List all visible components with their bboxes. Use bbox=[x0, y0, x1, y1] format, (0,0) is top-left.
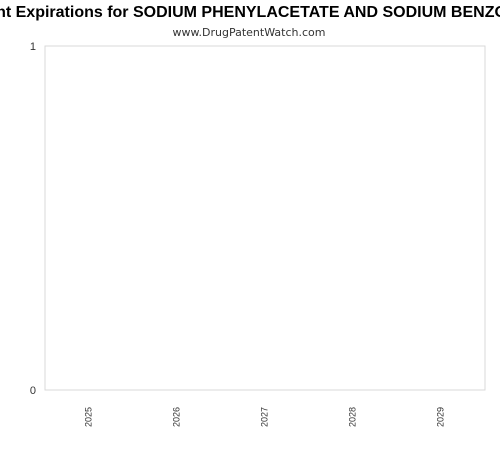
plot-area bbox=[44, 45, 486, 391]
x-tick-label-2028: 2028 bbox=[347, 407, 357, 427]
chart-subtitle: www.DrugPatentWatch.com bbox=[173, 26, 326, 39]
y-tick-label-min: 0 bbox=[30, 385, 36, 397]
chart-title: Patent Expirations for SODIUM PHENYLACET… bbox=[0, 4, 500, 21]
x-tick-label-2025: 2025 bbox=[83, 407, 93, 427]
x-tick-label-2026: 2026 bbox=[171, 407, 181, 427]
y-tick-label-max: 1 bbox=[30, 41, 36, 53]
x-axis-tick-labels: 2025 2026 2027 2028 2029 bbox=[83, 407, 445, 427]
x-tick-label-2029: 2029 bbox=[435, 407, 445, 427]
x-tick-label-2027: 2027 bbox=[259, 407, 269, 427]
